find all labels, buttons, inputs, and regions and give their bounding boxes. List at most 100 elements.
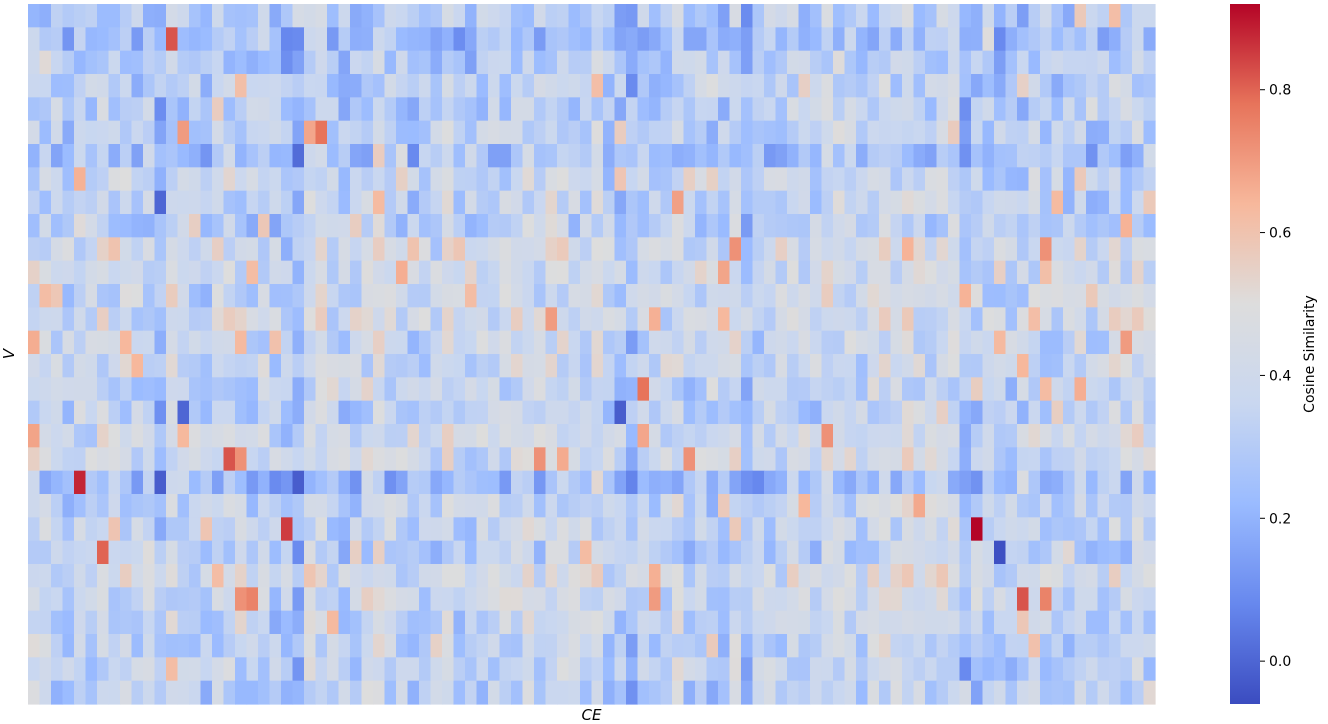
heatmap-cell	[396, 144, 409, 168]
heatmap-cell	[902, 27, 915, 52]
heatmap-cell	[994, 354, 1007, 378]
heatmap-cell	[465, 494, 478, 518]
heatmap-cell	[994, 424, 1007, 448]
heatmap-cell	[28, 97, 41, 122]
heatmap-cell	[1005, 517, 1018, 542]
heatmap-cell	[879, 97, 892, 122]
heatmap-cell	[729, 400, 742, 425]
heatmap-cell	[97, 214, 110, 238]
heatmap-cell	[902, 190, 915, 215]
heatmap-cell	[568, 400, 581, 425]
heatmap-cell	[959, 237, 972, 262]
heatmap-cell	[798, 214, 811, 238]
heatmap-cell	[62, 564, 75, 588]
heatmap-cell	[580, 564, 593, 588]
heatmap-cell	[994, 540, 1007, 565]
heatmap-cell	[695, 120, 708, 145]
heatmap-cell	[327, 97, 340, 122]
heatmap-cell	[1063, 564, 1076, 588]
heatmap-cell	[465, 470, 478, 495]
heatmap-cell	[1097, 284, 1110, 308]
heatmap-cell	[442, 634, 455, 658]
heatmap-cell	[212, 27, 225, 52]
heatmap-cell	[97, 447, 110, 472]
heatmap-cell	[706, 27, 719, 52]
heatmap-cell	[200, 634, 213, 658]
heatmap-cell	[488, 587, 501, 612]
heatmap-cell	[522, 657, 535, 682]
heatmap-cell	[120, 167, 133, 192]
heatmap-cell	[28, 120, 41, 145]
heatmap-cell	[1120, 4, 1133, 28]
heatmap-cell	[384, 587, 397, 612]
heatmap-cell	[97, 587, 110, 612]
heatmap-cell	[591, 680, 604, 705]
heatmap-cell	[292, 167, 305, 192]
heatmap-cell	[890, 4, 903, 28]
heatmap-cell	[683, 447, 696, 472]
heatmap-cell	[373, 377, 386, 402]
heatmap-cell	[1109, 447, 1122, 472]
heatmap-cell	[1063, 74, 1076, 98]
heatmap-cell	[62, 74, 75, 98]
heatmap-cell	[833, 470, 846, 495]
heatmap-cell	[936, 424, 949, 448]
heatmap-cell	[568, 424, 581, 448]
heatmap-cell	[488, 120, 501, 145]
heatmap-cell	[1051, 120, 1064, 145]
heatmap-cell	[1074, 540, 1087, 565]
heatmap-cell	[97, 144, 110, 168]
heatmap-cell	[718, 540, 731, 565]
heatmap-cell	[1051, 377, 1064, 402]
heatmap-cell	[235, 330, 248, 355]
heatmap-cell	[511, 680, 524, 705]
heatmap-cell	[603, 4, 616, 28]
heatmap-cell	[212, 634, 225, 658]
heatmap-cell	[1074, 447, 1087, 472]
heatmap-cell	[97, 400, 110, 425]
heatmap-cell	[948, 237, 961, 262]
heatmap-cell	[856, 354, 869, 378]
heatmap-cell	[1017, 307, 1030, 332]
heatmap-cell	[879, 447, 892, 472]
heatmap-cell	[281, 447, 294, 472]
heatmap-cell	[453, 50, 466, 75]
heatmap-cell	[131, 470, 144, 495]
heatmap-cell	[741, 120, 754, 145]
heatmap-cell	[39, 587, 52, 612]
heatmap-cell	[879, 214, 892, 238]
heatmap-cell	[39, 610, 52, 635]
heatmap-cell	[1086, 587, 1099, 612]
heatmap-cell	[925, 494, 938, 518]
heatmap-cell	[419, 120, 432, 145]
heatmap-cell	[856, 424, 869, 448]
heatmap-cell	[683, 260, 696, 285]
heatmap-cell	[269, 377, 282, 402]
heatmap-cell	[591, 260, 604, 285]
heatmap-cell	[1051, 400, 1064, 425]
heatmap-cell	[97, 657, 110, 682]
heatmap-cell	[522, 587, 535, 612]
heatmap-cell	[1028, 610, 1041, 635]
heatmap-cell	[499, 330, 512, 355]
heatmap-cell	[660, 424, 673, 448]
heatmap-cell	[913, 680, 926, 705]
heatmap-cell	[74, 284, 87, 308]
heatmap-cell	[1097, 120, 1110, 145]
heatmap-cell	[465, 680, 478, 705]
heatmap-cell	[821, 97, 834, 122]
heatmap-cell	[913, 540, 926, 565]
heatmap-cell	[223, 377, 236, 402]
heatmap-cell	[936, 120, 949, 145]
heatmap-cell	[557, 284, 570, 308]
heatmap-cell	[568, 540, 581, 565]
heatmap-cell	[522, 424, 535, 448]
heatmap-cell	[304, 284, 317, 308]
heatmap-cell	[1040, 587, 1053, 612]
heatmap-cell	[994, 657, 1007, 682]
heatmap-cell	[488, 4, 501, 28]
heatmap-cell	[499, 587, 512, 612]
heatmap-cell	[626, 214, 639, 238]
heatmap-cell	[223, 564, 236, 588]
heatmap-cell	[994, 517, 1007, 542]
